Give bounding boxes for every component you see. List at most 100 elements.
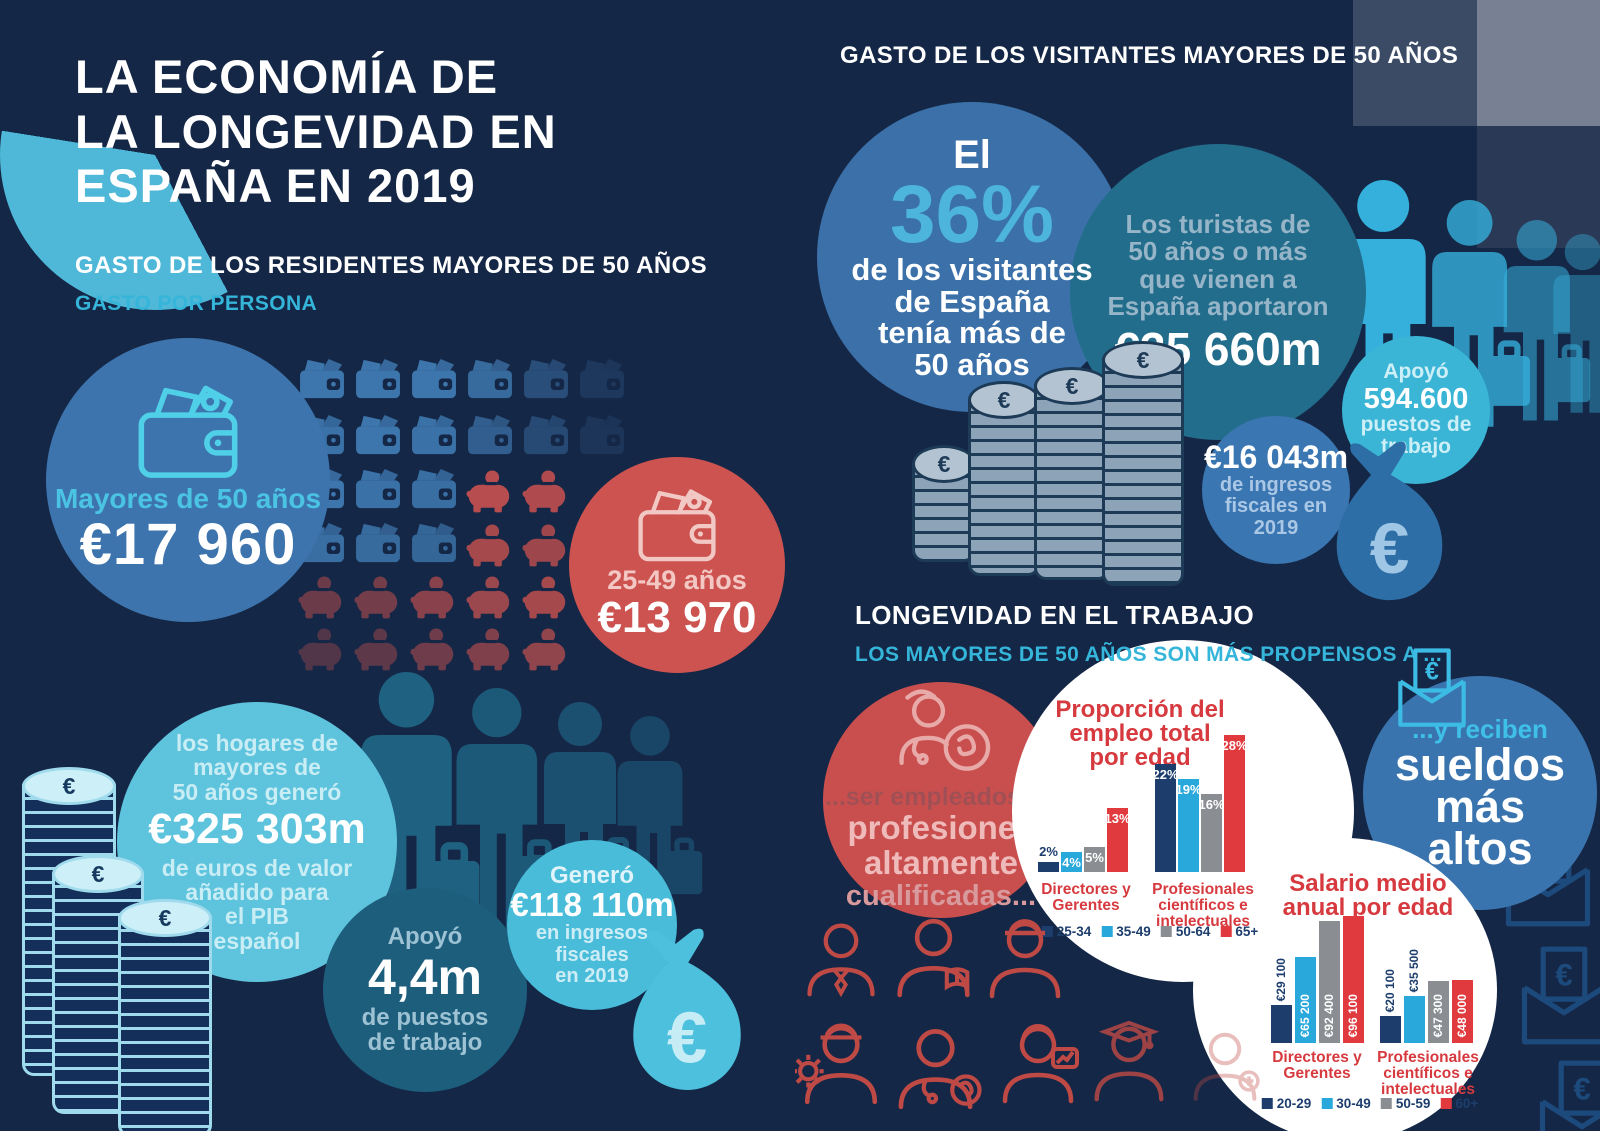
visitor-taxes-outro: 2019 <box>1253 516 1299 539</box>
chart-category-line: Directores y <box>1272 1049 1362 1066</box>
wallet-icon <box>354 358 402 400</box>
coin-stack-icon <box>912 445 976 562</box>
chart-category-label: Directores y Gerentes <box>1016 882 1156 914</box>
bar-label: 2% <box>1039 844 1058 859</box>
residents-taxes-circle: Generó €118 110m en ingresos fiscales en… <box>507 840 677 1010</box>
salaries-line: sueldos <box>1394 739 1566 790</box>
contribution-intro: España aportaron <box>1107 291 1329 322</box>
wallet-icon <box>410 358 458 400</box>
jobs-intro: Apoyó <box>387 923 463 951</box>
contribution-intro: Los turistas de <box>1125 208 1311 239</box>
visitor-jobs-intro: Apoyó <box>1383 360 1449 384</box>
svg-text:€: € <box>1370 510 1410 589</box>
chart-category-line: intelectuales <box>1381 1080 1475 1098</box>
legend-label: 20-29 <box>1276 1096 1312 1111</box>
money-bag-icon: € <box>633 928 741 1090</box>
piggy-bank-icon <box>522 628 568 674</box>
visitors-taxes-circle: €16 043m de ingresos fiscales en 2019 <box>1202 416 1350 564</box>
residents-section-header: GASTO DE LOS RESIDENTES MAYORES DE 50 AÑ… <box>75 252 708 279</box>
legend-item: 65+ <box>1220 924 1258 939</box>
gdp-value: €325 303m <box>148 805 366 854</box>
wallet-icon <box>633 488 721 566</box>
jobs-value: 4,4m <box>368 948 482 1005</box>
chart-category-line: Gerentes <box>1283 1064 1351 1082</box>
contribution-intro: que vienen a <box>1139 263 1297 294</box>
bar-label: 5% <box>1085 850 1104 865</box>
legend-label: 50-59 <box>1395 1096 1431 1111</box>
over50-value: €17 960 <box>79 512 297 578</box>
teacher-icon <box>886 913 981 999</box>
piggy-bank-icon <box>354 576 400 622</box>
bar-label: €35 500 <box>1407 948 1421 992</box>
gdp-outro: añadido para <box>185 878 329 905</box>
taxes-outro: fiscales <box>555 943 629 966</box>
bar <box>1343 916 1364 1043</box>
salary-chart: Salario medio anual por edad €29 100 €65 20… <box>1240 872 1490 1131</box>
contribution-intro: 50 años o más <box>1128 236 1308 267</box>
bar <box>1155 764 1176 872</box>
piggy-bank-icon <box>466 628 512 674</box>
piggy-bank-icon <box>466 470 512 516</box>
chart-category-line: Directores y <box>1041 881 1131 898</box>
bar <box>1404 996 1425 1043</box>
wallet-icon <box>410 522 458 564</box>
visitor-jobs-value: 594.600 <box>1363 382 1469 415</box>
pie-wedge <box>0 0 310 310</box>
bar <box>1084 847 1105 872</box>
age-25-49-value: €13 970 <box>597 592 757 642</box>
legend-label: 50-64 <box>1175 924 1211 939</box>
share-outro: 50 años <box>914 346 1030 382</box>
taxes-value: €118 110m <box>510 886 674 924</box>
bar <box>1038 862 1059 872</box>
coin-stack-icon <box>1034 367 1110 580</box>
piggy-bank-icon <box>354 628 400 674</box>
legend-swatch <box>1440 1098 1452 1109</box>
page-title: LA ECONOMÍA DE LA LONGEVIDAD EN ESPAÑA E… <box>75 50 557 214</box>
residents-section-subheader: GASTO POR PERSONA <box>75 292 318 315</box>
bar-label: €92 400 <box>1322 993 1336 1037</box>
chart-category-line: Profesionales <box>1377 1049 1479 1066</box>
bar-label: 4% <box>1062 855 1081 870</box>
corner-overlay <box>1477 0 1600 126</box>
salaries-intro: ...y reciben <box>1412 714 1548 745</box>
chart-title: Salario medio anual por edad <box>1238 872 1498 920</box>
gdp-intro: mayores de <box>193 754 321 781</box>
chart-category-line: Gerentes <box>1052 896 1120 914</box>
qualified-line: profesiones <box>847 808 1035 846</box>
wallet-icon <box>522 358 570 400</box>
legend-swatch <box>1101 926 1113 937</box>
gdp-intro: los hogares de <box>175 729 339 756</box>
wallet-icon <box>466 414 514 456</box>
graduate-icon <box>1085 1020 1173 1104</box>
chart-title: Proporción del empleo total por edad <box>1010 698 1270 770</box>
legend-label: 25-34 <box>1056 924 1092 939</box>
legend-swatch <box>1160 926 1172 937</box>
chart-legend: 20-29 30-49 50-59 60+ <box>1261 1096 1478 1111</box>
legend-item: 50-64 <box>1160 924 1211 939</box>
bar <box>1224 735 1245 872</box>
gdp-intro: 50 años generó <box>172 778 342 805</box>
chart-category-line: intelectuales <box>1156 912 1250 930</box>
piggy-bank-icon <box>522 524 568 570</box>
wallet-icon <box>354 414 402 456</box>
chart-title-line: anual por edad <box>1282 894 1454 921</box>
legend-item: 50-59 <box>1380 1096 1431 1111</box>
piggy-bank-icon <box>466 576 512 622</box>
wallet-icon <box>578 414 626 456</box>
age-25-49-label: 25-49 años <box>607 565 747 596</box>
wallet-icon <box>410 414 458 456</box>
legend-item: 60+ <box>1440 1096 1478 1111</box>
residents-25-49-circle: 25-49 años €13 970 <box>569 457 785 673</box>
jobs-outro: de puestos <box>361 1003 489 1031</box>
bar <box>1107 808 1128 872</box>
bar <box>1201 794 1222 872</box>
bar-label: 19% <box>1175 782 1202 797</box>
bar-label: €20 100 <box>1383 968 1397 1012</box>
coin-stack-icon <box>1102 341 1184 586</box>
coin-stack-icon <box>968 381 1040 576</box>
legend-label: 65+ <box>1235 924 1259 939</box>
page-title-line: LA LONGEVIDAD EN <box>75 104 557 158</box>
visitors-share-text: El 36% de los visitantes de España tenía… <box>817 102 1127 412</box>
taxes-intro: Generó <box>549 862 635 890</box>
envelope-euro-icon <box>1392 646 1472 730</box>
